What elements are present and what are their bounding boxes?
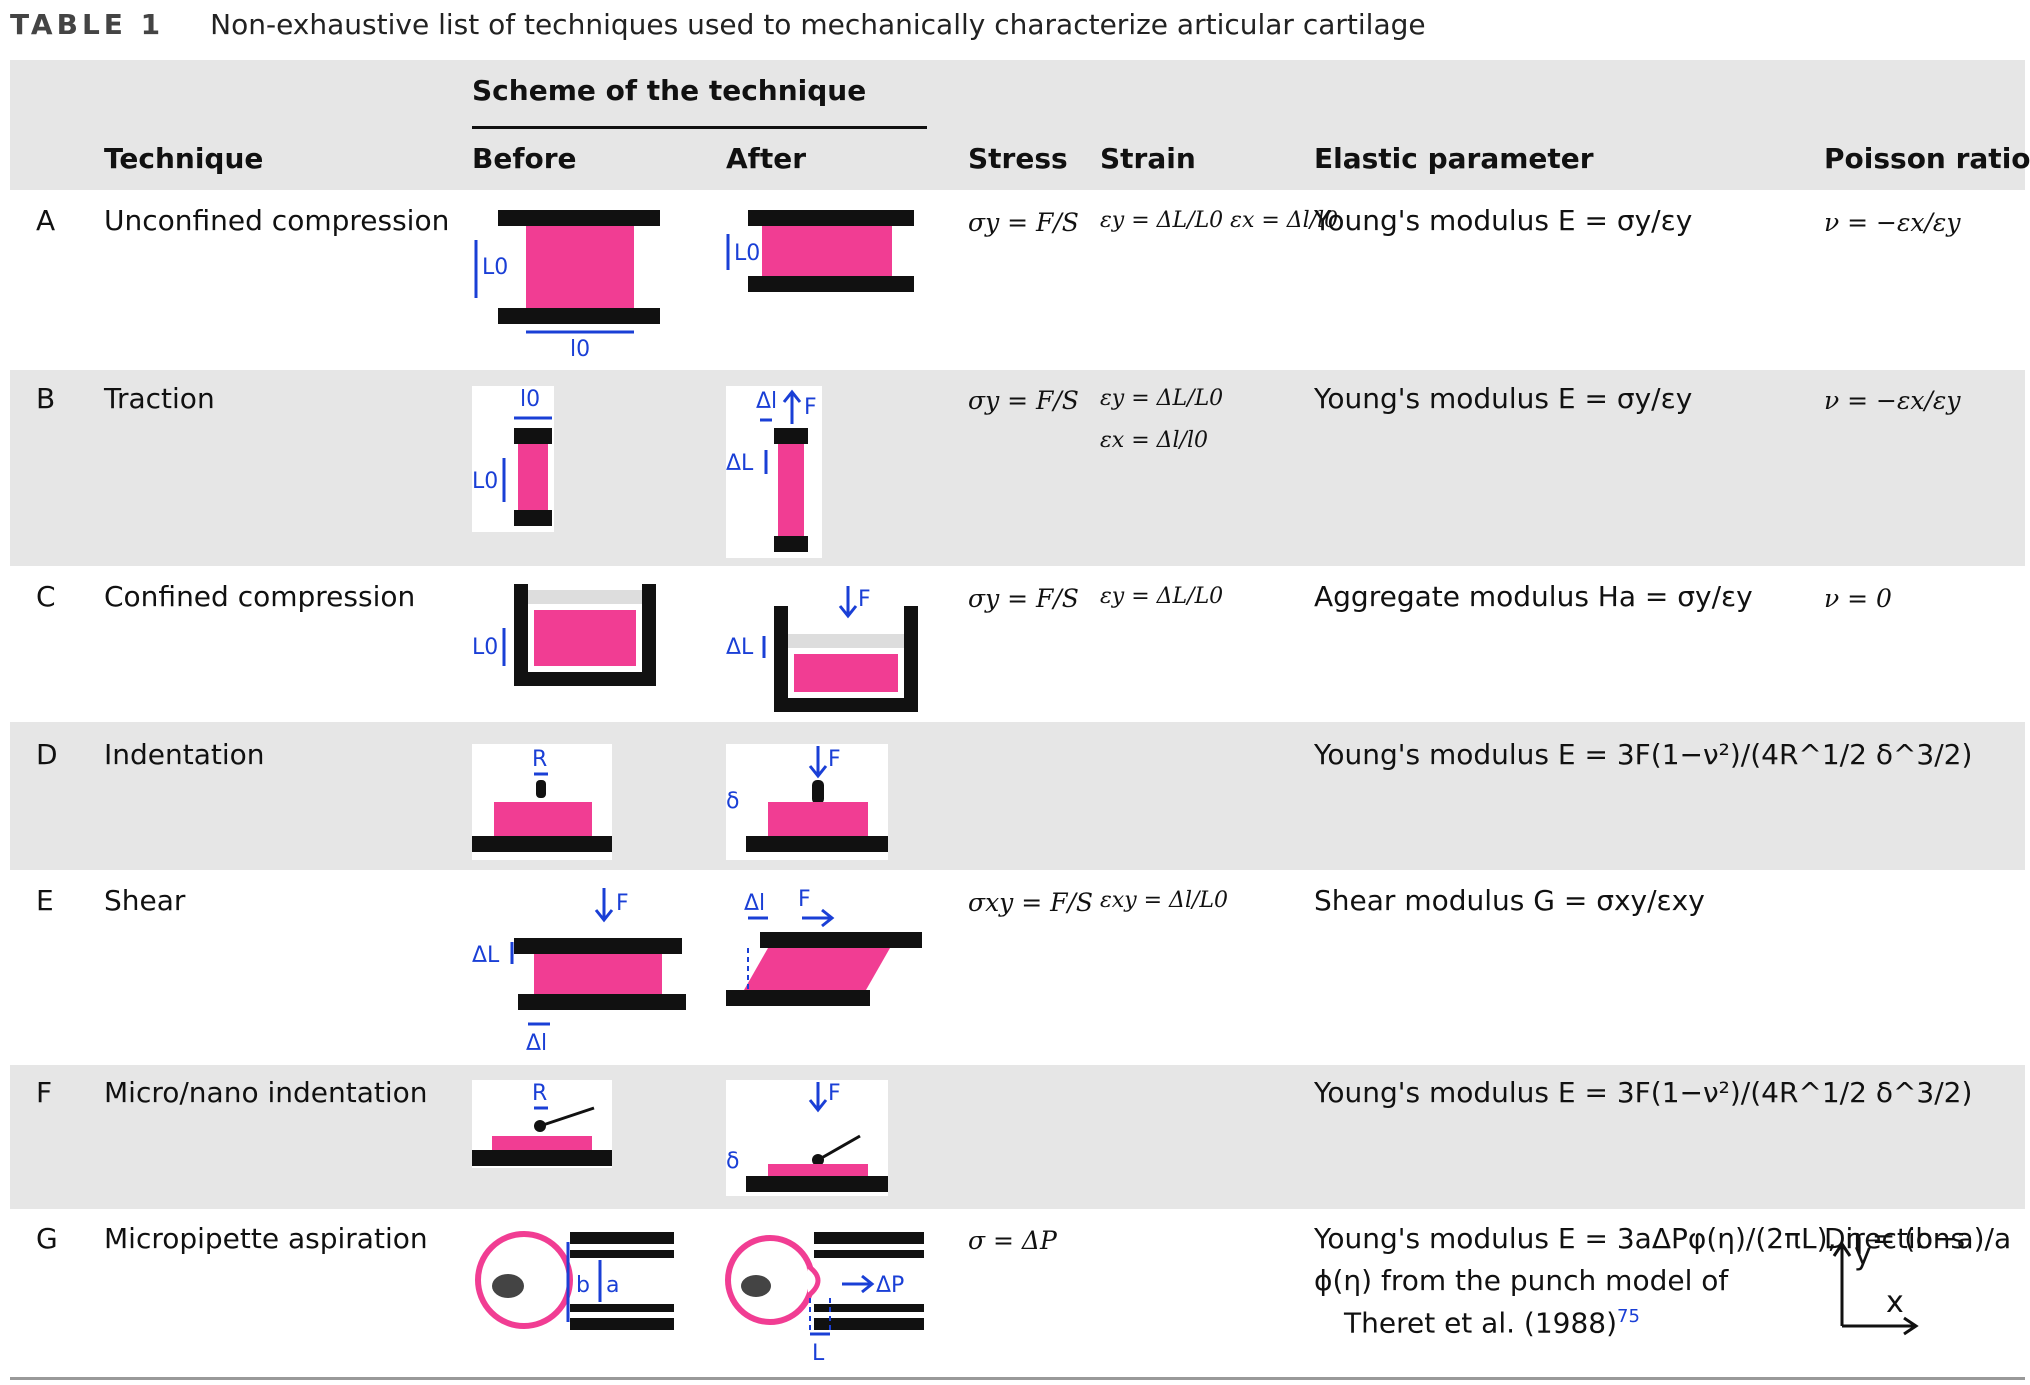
scheme-before-shear: F ΔL Δl xyxy=(472,888,686,1056)
elastic-parameter-line-3: Theret et al. (1988)75 xyxy=(1344,1306,1640,1339)
scheme-label-delta: δ xyxy=(726,789,739,814)
elastic-parameter: Aggregate modulus Ha = σy/εy xyxy=(1314,580,1753,613)
scheme-label-L0: L0 xyxy=(472,635,498,660)
citation-ref[interactable]: 75 xyxy=(1617,1306,1640,1327)
header-technique: Technique xyxy=(104,142,264,175)
scheme-before-confined: L0 xyxy=(472,584,656,686)
scheme-label-F: F xyxy=(858,587,871,612)
header-elastic-parameter: Elastic parameter xyxy=(1314,142,1594,175)
row-letter: C xyxy=(36,580,56,613)
stress-formula: σy = F/S xyxy=(968,386,1079,415)
header-poisson-ratio: Poisson ratio xyxy=(1824,142,2030,175)
technique-name: Indentation xyxy=(104,738,265,771)
row-letter: D xyxy=(36,738,58,771)
stress-formula: σ = ΔP xyxy=(968,1226,1057,1255)
scheme-label-F: F xyxy=(828,747,841,772)
technique-name: Unconfined compression xyxy=(104,204,450,237)
header-stress: Stress xyxy=(968,142,1068,175)
scheme-label-l0: l0 xyxy=(570,337,590,362)
technique-name: Micro/nano indentation xyxy=(104,1076,428,1109)
scheme-label-L0: L0 xyxy=(472,469,498,494)
poisson-ratio: ν = −εx/εy xyxy=(1824,386,1961,415)
table-label: TABLE 1 xyxy=(10,7,165,41)
table-caption: TABLE 1 Non-exhaustive list of technique… xyxy=(10,4,1426,44)
scheme-after-indentation: F δ xyxy=(726,744,888,860)
strain-formula: εy = ΔL/L0 εx = Δl/l0 xyxy=(1100,208,1339,233)
row-letter: G xyxy=(36,1222,58,1255)
header-after: After xyxy=(726,142,807,175)
elastic-parameter: Young's modulus E = 3aΔPφ(η)/(2πL), η = … xyxy=(1314,1222,2012,1255)
scheme-label-R: R xyxy=(532,747,547,772)
poisson-ratio: Directions xyxy=(1824,1222,1966,1255)
row-letter: F xyxy=(36,1076,53,1109)
strain-formula: εy = ΔL/L0 xyxy=(1100,386,1224,411)
row-d-background xyxy=(10,722,2025,870)
row-b-background xyxy=(10,370,2025,566)
scheme-label-F: F xyxy=(616,891,629,916)
header-before: Before xyxy=(472,142,577,175)
scheme-before-micro-indentation: R xyxy=(472,1080,612,1168)
header-strain: Strain xyxy=(1100,142,1196,175)
scheme-after-unconfined: L0 xyxy=(726,210,914,292)
scheme-label-dl: Δl xyxy=(526,1031,547,1056)
scheme-before-micropipette: b a xyxy=(475,1231,674,1330)
scheme-label-dL: ΔL xyxy=(472,943,500,968)
scheme-label-L0: L0 xyxy=(482,255,508,280)
elastic-parameter: Young's modulus E = 3F(1−ν²)/(4R^1/2 δ^3… xyxy=(1314,738,1973,771)
row-f-background xyxy=(10,1065,2025,1209)
technique-name: Micropipette aspiration xyxy=(104,1222,428,1255)
header-scheme-group: Scheme of the technique xyxy=(472,74,867,107)
strain-formula-x: εx = Δl/l0 xyxy=(1100,428,1209,453)
row-letter: B xyxy=(36,382,56,415)
stress-formula: σy = F/S xyxy=(968,584,1079,613)
scheme-label-dL: ΔL xyxy=(726,635,754,660)
scheme-group-rule xyxy=(472,126,927,129)
scheme-label-dl: Δl xyxy=(756,389,777,414)
scheme-before-unconfined: L0 l0 xyxy=(474,210,660,362)
scheme-label-L0: L0 xyxy=(734,241,760,266)
elastic-parameter: Young's modulus E = σy/εy xyxy=(1314,382,1693,415)
axis-label-x: x xyxy=(1886,1285,1904,1320)
stress-formula: σy = F/S xyxy=(968,208,1079,237)
scheme-after-confined: F ΔL xyxy=(726,586,918,712)
scheme-before-indentation: R xyxy=(472,744,612,860)
poisson-ratio: ν = −εx/εy xyxy=(1824,208,1961,237)
scheme-after-micropipette: ΔP L xyxy=(725,1232,924,1366)
axes-directions-icon: y x xyxy=(1832,1237,1919,1336)
scheme-label-dP: ΔP xyxy=(876,1273,904,1298)
scheme-label-dL: ΔL xyxy=(726,451,754,476)
elastic-parameter: Young's modulus E = 3F(1−ν²)/(4R^1/2 δ^3… xyxy=(1314,1076,1973,1109)
scheme-label-delta: δ xyxy=(726,1149,739,1174)
elastic-parameter-line-2: ϕ(η) from the punch model of xyxy=(1314,1264,1729,1297)
scheme-label-F: F xyxy=(798,887,811,912)
scheme-label-b: b xyxy=(576,1273,590,1298)
table-header xyxy=(10,60,2025,190)
technique-name: Traction xyxy=(104,382,215,415)
strain-formula: εy = ΔL/L0 xyxy=(1100,584,1224,609)
scheme-after-micro-indentation: F δ xyxy=(726,1080,888,1196)
axis-label-y: y xyxy=(1854,1237,1872,1272)
technique-name: Confined compression xyxy=(104,580,416,613)
scheme-label-a: a xyxy=(606,1273,619,1298)
stress-formula: σxy = F/S xyxy=(968,888,1094,917)
scheme-label-L: L xyxy=(812,1341,825,1366)
scheme-after-traction: Δl F ΔL xyxy=(726,386,822,558)
citation-text: Theret et al. (1988) xyxy=(1344,1306,1618,1340)
scheme-label-F: F xyxy=(828,1081,841,1106)
scheme-after-shear: Δl F xyxy=(726,887,922,1006)
poisson-ratio: ν = 0 xyxy=(1824,584,1892,613)
technique-name: Shear xyxy=(104,884,186,917)
elastic-parameter: Young's modulus E = σy/εy xyxy=(1314,204,1693,237)
scheme-label-dl: Δl xyxy=(744,891,765,916)
table-title: Non-exhaustive list of techniques used t… xyxy=(210,7,1426,41)
scheme-label-F: F xyxy=(804,395,817,420)
row-letter: E xyxy=(36,884,54,917)
scheme-before-traction: l0 L0 xyxy=(472,386,554,532)
scheme-label-R: R xyxy=(532,1081,547,1106)
elastic-parameter: Shear modulus G = σxy/εxy xyxy=(1314,884,1705,917)
strain-formula: εxy = Δl/L0 xyxy=(1100,888,1229,913)
scheme-label-l0: l0 xyxy=(520,387,540,412)
table-bottom-rule xyxy=(10,1377,2025,1380)
row-letter: A xyxy=(36,204,56,237)
